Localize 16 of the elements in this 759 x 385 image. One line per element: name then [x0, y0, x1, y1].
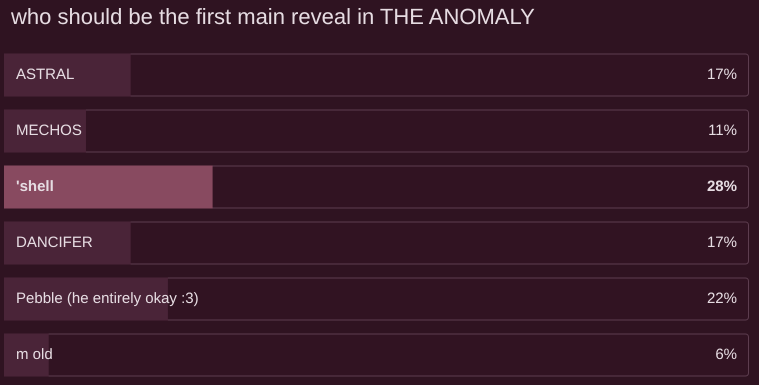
- data-label: 6%: [715, 346, 737, 364]
- y-tick-label: ASTRAL: [16, 66, 74, 84]
- bar: [4, 221, 131, 265]
- y-tick-label: m old: [16, 346, 53, 364]
- bar: [4, 53, 131, 97]
- bar: [4, 109, 86, 153]
- y-tick-label: Pebble (he entirely okay :3): [16, 290, 199, 308]
- data-label: 11%: [708, 122, 737, 140]
- y-tick-label: MECHOS: [16, 122, 82, 140]
- data-label: 28%: [706, 178, 737, 196]
- data-label: 17%: [706, 234, 737, 252]
- y-tick-label: 'shell: [16, 178, 54, 196]
- data-label: 22%: [706, 290, 737, 308]
- data-label: 17%: [706, 66, 737, 84]
- chart-title: who should be the first main reveal in THE ANOMALY: [11, 4, 535, 30]
- y-tick-label: DANCIFER: [16, 234, 93, 252]
